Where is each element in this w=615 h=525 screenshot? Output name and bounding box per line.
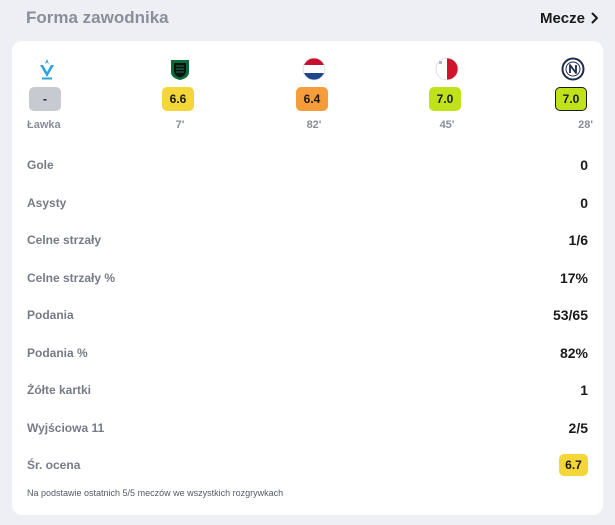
stat-label: Śr. ocena bbox=[27, 458, 81, 472]
stat-value: 1 bbox=[580, 382, 588, 398]
match-3[interactable]: 6.4 82' bbox=[294, 53, 334, 143]
stat-value: 1/6 bbox=[568, 232, 588, 248]
stats-footnote: Na podstawie ostatnich 5/5 meczów we wsz… bbox=[27, 488, 284, 498]
stat-starting-eleven: Wyjściowa 11 2/5 bbox=[27, 416, 588, 440]
stat-label: Asysty bbox=[27, 196, 67, 210]
stat-value: 82% bbox=[559, 345, 588, 361]
stat-label: Celne strzały bbox=[27, 233, 102, 247]
malta-flag-icon bbox=[435, 57, 459, 81]
stat-yellow-cards: Żółte kartki 1 bbox=[27, 378, 588, 402]
match-2[interactable]: 6.6 7' bbox=[160, 53, 200, 143]
marseille-crest-icon bbox=[40, 59, 54, 80]
stat-value: 0 bbox=[580, 157, 588, 173]
sassuolo-crest-icon bbox=[171, 60, 189, 80]
section-header: Forma zawodnika Mecze bbox=[26, 6, 599, 30]
match-rating: 6.4 bbox=[296, 87, 328, 111]
match-4[interactable]: 7.0 45' bbox=[427, 53, 467, 143]
napoli-crest-icon bbox=[561, 57, 585, 81]
match-rating: 7.0 bbox=[555, 87, 587, 111]
stat-label: Podania % bbox=[27, 346, 88, 360]
stat-value: 2/5 bbox=[568, 420, 588, 436]
stat-assists: Asysty 0 bbox=[27, 191, 588, 215]
netherlands-flag-icon bbox=[302, 57, 326, 81]
stat-value: 53/65 bbox=[552, 307, 588, 323]
match-minutes: 82' bbox=[306, 119, 322, 131]
match-minutes: 28' bbox=[578, 119, 593, 131]
match-rating: - bbox=[29, 87, 61, 111]
stat-label: Celne strzały % bbox=[27, 271, 116, 285]
average-rating-badge: 6.7 bbox=[559, 454, 588, 476]
matches-link-label: Mecze bbox=[539, 9, 585, 27]
match-rating: 6.6 bbox=[162, 87, 194, 111]
stat-average-rating: Śr. ocena 6.7 bbox=[27, 453, 588, 477]
match-minutes: Ławka bbox=[27, 119, 61, 131]
stat-label: Gole bbox=[27, 158, 54, 172]
recent-matches: - Ławka 6.6 7' 6.4 82' bbox=[12, 53, 603, 143]
player-form-card: - Ławka 6.6 7' 6.4 82' bbox=[12, 41, 603, 515]
match-rating: 7.0 bbox=[429, 87, 461, 111]
match-5[interactable]: 7.0 28' bbox=[553, 53, 593, 143]
stat-label: Żółte kartki bbox=[27, 383, 92, 397]
match-minutes: 45' bbox=[439, 119, 455, 131]
match-1[interactable]: - Ławka bbox=[27, 53, 67, 143]
stat-shots-on-target: Celne strzały 1/6 bbox=[27, 228, 588, 252]
stat-value: 0 bbox=[580, 195, 588, 211]
stat-label: Wyjściowa 11 bbox=[27, 421, 105, 435]
stat-passes-pct: Podania % 82% bbox=[27, 341, 588, 365]
section-title: Forma zawodnika bbox=[26, 8, 169, 27]
stat-shots-on-target-pct: Celne strzały % 17% bbox=[27, 266, 588, 290]
chevron-right-icon bbox=[591, 12, 598, 24]
matches-link[interactable]: Mecze bbox=[540, 10, 599, 27]
stat-goals: Gole 0 bbox=[27, 153, 588, 177]
stat-value: 17% bbox=[559, 270, 588, 286]
match-minutes: 7' bbox=[175, 119, 185, 131]
stat-passes: Podania 53/65 bbox=[27, 303, 588, 327]
stat-label: Podania bbox=[27, 308, 74, 322]
